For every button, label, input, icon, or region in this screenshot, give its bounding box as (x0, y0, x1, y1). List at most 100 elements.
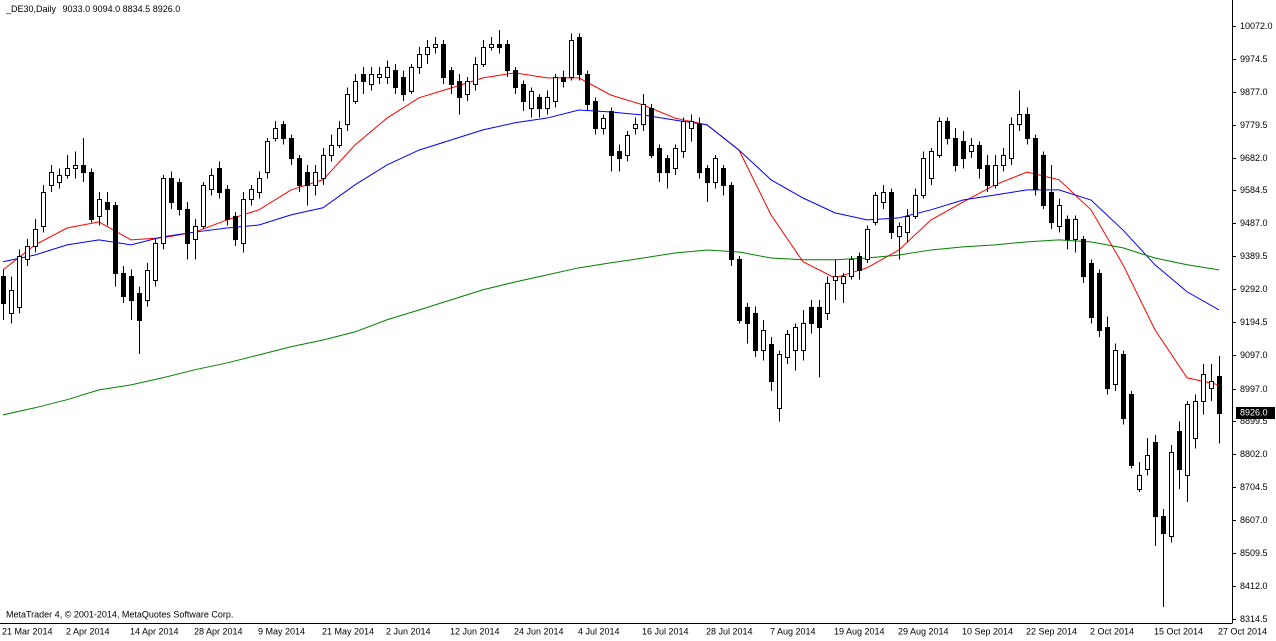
candle-body (1153, 442, 1158, 517)
candle-body (1185, 404, 1190, 476)
candle-body (473, 64, 478, 85)
x-tick-label: 28 Apr 2014 (194, 626, 243, 636)
y-tick-label: 9194.5 (1240, 317, 1268, 327)
candle-body (577, 37, 582, 75)
x-tick-label: 2 Oct 2014 (1090, 626, 1134, 636)
candle-body (601, 118, 606, 129)
candle-body (721, 168, 726, 186)
candle-body (137, 293, 142, 321)
candle-body (1081, 239, 1086, 277)
candle-body (313, 172, 318, 186)
candle-body (921, 158, 926, 196)
candle-body (529, 91, 534, 109)
x-tick-label: 24 Jun 2014 (514, 626, 564, 636)
candle-body (809, 307, 814, 324)
candle-body (177, 182, 182, 210)
moving-average (2, 72, 1220, 386)
x-tick-label: 2 Jun 2014 (386, 626, 431, 636)
candle-body (1105, 327, 1110, 389)
y-tick-label: 8802.0 (1240, 449, 1268, 459)
x-tick-label: 16 Jul 2014 (642, 626, 689, 636)
candle-body (1129, 394, 1134, 466)
x-tick-label: 12 Jun 2014 (450, 626, 500, 636)
candle-body (481, 47, 486, 65)
x-tick-label: 29 Aug 2014 (898, 626, 949, 636)
y-tick-label: 9877.0 (1240, 87, 1268, 97)
candle-body (169, 178, 174, 203)
candle-body (409, 67, 414, 92)
candle-body (1169, 452, 1174, 537)
candle-body (201, 185, 206, 227)
candle-body (345, 94, 350, 125)
candle-body (777, 354, 782, 409)
candle-body (689, 121, 694, 129)
y-tick-label: 9584.5 (1240, 185, 1268, 195)
candle-body (1177, 431, 1182, 470)
candle-body (929, 151, 934, 179)
candle-body (833, 276, 838, 281)
x-tick-label: 28 Jul 2014 (706, 626, 753, 636)
candle-body (873, 195, 878, 223)
symbol: _DE30,Daily (5, 4, 57, 14)
candle-body (745, 307, 750, 324)
candle-body (105, 202, 110, 210)
candle-body (81, 165, 86, 173)
candle-body (153, 243, 158, 281)
y-tick-label: 9974.5 (1240, 54, 1268, 64)
candle-body (1201, 374, 1206, 402)
candle-body (945, 121, 950, 139)
last-price-box (1236, 407, 1275, 419)
candle-body (953, 138, 958, 166)
y-tick-label: 9292.0 (1240, 284, 1268, 294)
candle-body (433, 44, 438, 48)
candle-body (289, 138, 294, 159)
candle-body (249, 189, 254, 200)
y-tick-label: 8899.5 (1240, 416, 1268, 426)
candle-body (57, 175, 62, 183)
candle-body (817, 307, 822, 328)
candle-body (865, 229, 870, 260)
candle-body (561, 77, 566, 82)
candle-body (889, 192, 894, 233)
candle-body (1057, 205, 1062, 227)
candle-body (369, 74, 374, 85)
candle-body (849, 259, 854, 277)
x-tick-label: 2 Apr 2014 (66, 626, 110, 636)
candle-body (521, 84, 526, 102)
candle-body (913, 195, 918, 217)
candle-body (89, 172, 94, 220)
candle-body (505, 44, 510, 71)
candle-body (361, 74, 366, 82)
candle-body (121, 273, 126, 297)
candle-body (585, 74, 590, 105)
y-tick-label: 9487.0 (1240, 218, 1268, 228)
candle-body (1217, 376, 1222, 414)
x-tick-label: 9 May 2014 (258, 626, 305, 636)
candle-body (449, 70, 454, 85)
ohlc-low: 8834.5 (123, 4, 151, 14)
y-tick-label: 8704.5 (1240, 482, 1268, 492)
candle-body (545, 97, 550, 109)
candle-body (329, 145, 334, 156)
candle-body (209, 175, 214, 190)
candle-body (129, 276, 134, 301)
candle-body (1017, 114, 1022, 125)
candle-body (393, 70, 398, 88)
candle-body (241, 199, 246, 244)
candle-body (769, 344, 774, 382)
candle-body (609, 111, 614, 156)
ohlc-close: 8926.0 (153, 4, 181, 14)
candle-body (25, 246, 30, 260)
candle-body (713, 158, 718, 183)
candle-body (353, 81, 358, 102)
candle-body (465, 81, 470, 95)
candle-body (425, 47, 430, 55)
candle-body (649, 108, 654, 156)
candle-body (553, 77, 558, 102)
x-tick-label: 27 Oct 2014 (1218, 626, 1267, 636)
x-tick-label: 14 Apr 2014 (130, 626, 179, 636)
chart-header: _DE30,Daily 9033.0 9094.0 8834.5 8926.0 (5, 4, 180, 14)
candle-body (1049, 192, 1054, 223)
candle-body (489, 44, 494, 48)
candle-body (1089, 263, 1094, 318)
